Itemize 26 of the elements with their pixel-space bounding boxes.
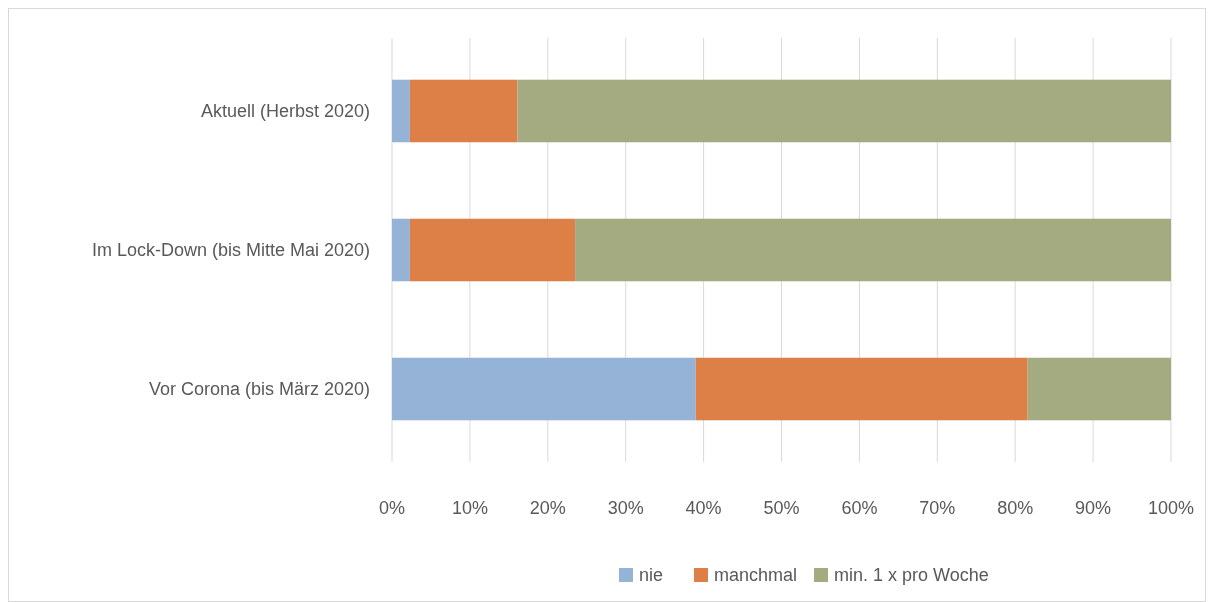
x-tick-label: 30% [607, 498, 644, 518]
bar [1027, 357, 1171, 421]
x-tick-label: 0% [378, 498, 406, 518]
x-tick-label: 70% [919, 498, 956, 518]
x-tick-label: 90% [1075, 498, 1112, 518]
x-tick-label: 20% [529, 498, 566, 518]
x-tick-label: 60% [841, 498, 878, 518]
bar [409, 218, 576, 282]
legend-label: manchmal [714, 565, 798, 586]
bar [695, 357, 1028, 421]
bar [392, 79, 410, 143]
bar [517, 79, 1171, 143]
x-tick-label: 10% [451, 498, 488, 518]
x-tick-label: 40% [685, 498, 722, 518]
legend-label: nie [639, 565, 664, 586]
x-tick-label: 80% [997, 498, 1034, 518]
y-tick-label: Vor Corona (bis März 2020) [148, 379, 370, 400]
bar [409, 79, 518, 143]
bar [392, 218, 410, 282]
y-tick-label: Im Lock-Down (bis Mitte Mai 2020) [91, 240, 370, 261]
bar [392, 357, 696, 421]
x-tick-label: 100% [1147, 498, 1195, 518]
bar [575, 218, 1171, 282]
y-tick-label: Aktuell (Herbst 2020) [200, 101, 370, 122]
legend-label: min. 1 x pro Woche [834, 565, 989, 586]
x-tick-label: 50% [763, 498, 800, 518]
